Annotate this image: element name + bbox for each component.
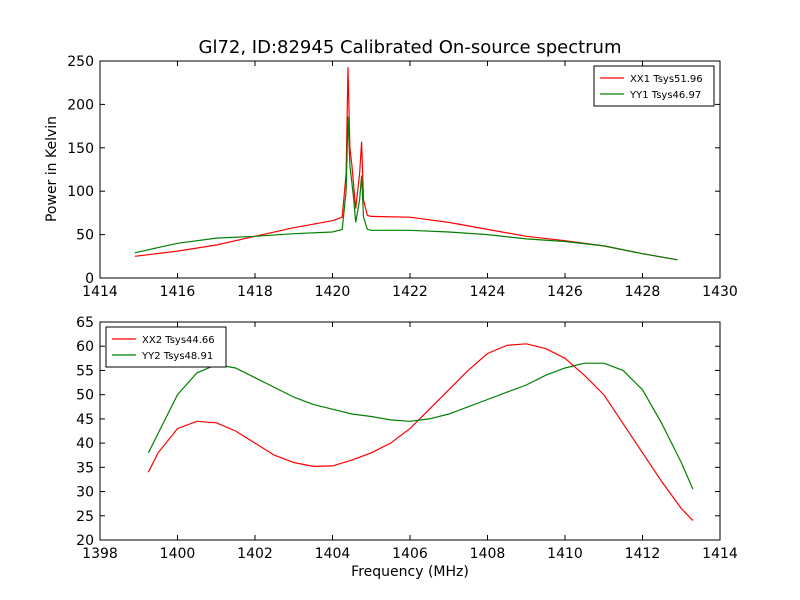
legend-label: YY2 Tsys48.91 — [141, 351, 213, 362]
chart-title: Gl72, ID:82945 Calibrated On-source spec… — [199, 37, 622, 58]
x-tick-label: 1404 — [315, 546, 351, 562]
x-tick-label: 1428 — [625, 284, 661, 300]
legend-box — [593, 65, 715, 107]
legend-box — [105, 326, 227, 368]
y-tick-label: 150 — [67, 141, 94, 157]
legend-label: YY1 Tsys46.97 — [629, 90, 701, 101]
y-tick-label: 50 — [76, 388, 94, 404]
x-tick-label: 1422 — [392, 284, 428, 300]
x-tick-label: 1408 — [470, 546, 506, 562]
y-tick-label: 55 — [76, 363, 94, 379]
y-tick-label: 200 — [67, 97, 94, 113]
x-tick-label: 1402 — [237, 546, 273, 562]
y-tick-label: 50 — [76, 228, 94, 244]
y-tick-label: 25 — [76, 509, 94, 525]
x-axis-label: Frequency (MHz) — [351, 564, 469, 580]
y-tick-label: 250 — [67, 54, 94, 70]
x-tick-label: 1420 — [315, 284, 351, 300]
legend-label: XX1 Tsys51.96 — [630, 74, 703, 85]
x-tick-label: 1416 — [160, 284, 196, 300]
y-tick-label: 30 — [76, 485, 94, 501]
x-tick-label: 1424 — [470, 284, 506, 300]
x-tick-label: 1418 — [237, 284, 273, 300]
y-tick-label: 60 — [76, 339, 94, 355]
series-line-1-2 — [134, 116, 678, 261]
series-line-2-2 — [147, 362, 694, 490]
y-tick-label: 0 — [85, 271, 94, 287]
y-tick-label: 65 — [76, 315, 94, 331]
x-tick-label: 1414 — [82, 284, 118, 300]
y-tick-label: 45 — [76, 412, 94, 428]
y-tick-label: 20 — [76, 533, 94, 549]
x-tick-label: 1426 — [547, 284, 583, 300]
y-tick-label: 35 — [76, 460, 94, 476]
x-tick-label: 1398 — [82, 546, 118, 562]
x-tick-label: 1406 — [392, 546, 428, 562]
x-tick-label: 1430 — [702, 284, 738, 300]
y-tick-label: 100 — [67, 184, 94, 200]
y-tick-label: 40 — [76, 436, 94, 452]
legend-label: XX2 Tsys44.66 — [142, 335, 215, 346]
y-axis-label: Power in Kelvin — [44, 116, 60, 222]
x-tick-label: 1414 — [702, 546, 738, 562]
x-tick-label: 1410 — [547, 546, 583, 562]
series-line-1-1 — [134, 67, 678, 261]
x-tick-label: 1412 — [625, 546, 661, 562]
x-tick-label: 1400 — [160, 546, 196, 562]
series-line-2-1 — [147, 343, 694, 522]
